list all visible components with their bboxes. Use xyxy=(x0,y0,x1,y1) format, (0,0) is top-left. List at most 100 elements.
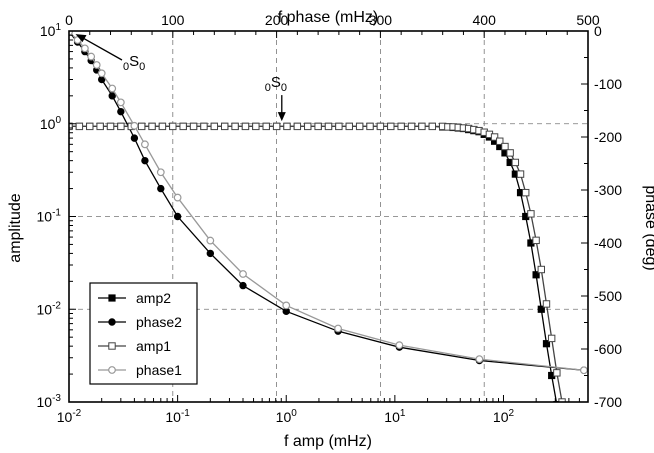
series-phase1 xyxy=(69,31,588,375)
marker-amp1 xyxy=(96,122,104,131)
x-tick-label: 102 xyxy=(493,408,515,425)
marker-amp1 xyxy=(210,122,219,131)
marker-amp1 xyxy=(200,122,208,131)
y-tick-label: 10-3 xyxy=(37,393,62,410)
legend-item-phase2: phase2 xyxy=(98,314,182,330)
marker-amp1 xyxy=(272,122,281,131)
top-x-axis-label: f phase (mHz) xyxy=(278,9,378,26)
marker-amp2 xyxy=(108,294,116,302)
marker-amp1 xyxy=(252,122,260,131)
marker-amp2 xyxy=(537,305,545,313)
right-y-tick-label: -400 xyxy=(594,235,622,251)
marker-amp1 xyxy=(283,122,291,131)
marker-amp1 xyxy=(537,265,545,274)
marker-phase1 xyxy=(334,324,342,333)
right-y-tick-label: -100 xyxy=(594,76,622,92)
marker-phase1 xyxy=(173,193,182,202)
marker-amp1 xyxy=(169,122,177,131)
legend-item-amp1: amp1 xyxy=(98,338,171,354)
marker-amp1 xyxy=(345,122,353,131)
y-tick-label: 10-2 xyxy=(37,300,62,317)
marker-amp1 xyxy=(516,170,525,178)
marker-amp1 xyxy=(501,142,509,151)
marker-amp2 xyxy=(532,271,540,279)
marker-phase1 xyxy=(141,140,149,149)
marker-amp1 xyxy=(179,122,187,131)
marker-amp1 xyxy=(490,133,499,141)
marker-amp1 xyxy=(108,342,116,350)
legend-item-phase1: phase1 xyxy=(98,362,182,378)
marker-phase1 xyxy=(475,355,484,364)
legend-label: amp2 xyxy=(136,290,171,306)
marker-amp1 xyxy=(158,122,167,131)
marker-amp1 xyxy=(314,122,322,131)
top-x-tick-label: 300 xyxy=(369,12,393,28)
annotation-arrow-head xyxy=(277,112,286,122)
marker-phase1 xyxy=(80,44,89,53)
legend-item-amp2: amp2 xyxy=(98,290,171,306)
marker-amp1 xyxy=(106,122,115,131)
annotation-label: 0S0 xyxy=(265,74,287,94)
marker-phase1 xyxy=(206,236,215,245)
marker-amp1 xyxy=(511,158,520,167)
marker-phase1 xyxy=(130,121,139,130)
right-y-axis-label: phase (deg) xyxy=(642,185,654,270)
marker-phase2 xyxy=(141,156,149,165)
marker-amp1 xyxy=(262,122,270,131)
marker-amp1 xyxy=(366,122,374,131)
marker-phase1 xyxy=(579,366,588,375)
top-x-tick-label: 500 xyxy=(576,12,600,28)
legend: amp2 phase2 amp1 phase1 xyxy=(89,282,198,385)
marker-amp1 xyxy=(397,122,405,131)
marker-amp1 xyxy=(148,122,156,131)
annotation-arrow-head xyxy=(75,34,87,43)
x-tick-label: 10-2 xyxy=(57,408,82,425)
marker-amp1 xyxy=(407,122,416,131)
y-tick-label: 101 xyxy=(40,22,62,39)
right-y-tick-label: 0 xyxy=(594,23,602,39)
marker-phase1 xyxy=(92,61,101,69)
marker-amp1 xyxy=(355,122,364,131)
legend-label: phase2 xyxy=(136,314,182,330)
marker-phase1 xyxy=(239,270,247,278)
marker-amp1 xyxy=(496,137,504,145)
marker-amp1 xyxy=(75,122,84,131)
marker-amp1 xyxy=(324,122,333,131)
series-layer xyxy=(69,31,588,402)
marker-phase1 xyxy=(69,31,73,36)
marker-amp1 xyxy=(189,122,198,131)
marker-amp2 xyxy=(542,340,551,348)
marker-phase2 xyxy=(130,134,139,142)
marker-phase2 xyxy=(108,318,116,326)
legend-label: amp1 xyxy=(136,338,171,354)
marker-amp1 xyxy=(553,369,561,377)
x-tick-label: 100 xyxy=(276,408,298,425)
right-y-tick-label: -600 xyxy=(594,341,622,357)
x-tick-label: 101 xyxy=(384,408,406,425)
y-axis-label: amplitude xyxy=(7,193,24,262)
y-tick-label: 100 xyxy=(40,115,62,132)
marker-amp1 xyxy=(522,188,530,197)
marker-amp1 xyxy=(117,122,125,131)
top-x-tick-label: 400 xyxy=(473,12,497,28)
marker-phase2 xyxy=(117,107,125,116)
marker-phase2 xyxy=(239,281,247,290)
marker-amp1 xyxy=(221,122,229,131)
marker-amp1 xyxy=(304,122,312,131)
marker-amp1 xyxy=(387,122,395,131)
marker-phase1 xyxy=(108,366,116,374)
right-y-tick-label: -700 xyxy=(594,394,622,410)
right-y-tick-label: -200 xyxy=(594,129,622,145)
marker-phase1 xyxy=(97,69,106,78)
marker-amp1 xyxy=(428,122,437,131)
marker-amp1 xyxy=(542,300,551,308)
right-y-tick-label: -300 xyxy=(594,182,622,198)
top-x-tick-label: 0 xyxy=(65,12,73,28)
marker-amp1 xyxy=(547,334,556,343)
marker-phase2 xyxy=(157,184,165,193)
top-x-tick-label: 200 xyxy=(265,12,289,28)
marker-phase2 xyxy=(206,249,215,258)
series-amp1 xyxy=(69,122,566,402)
marker-amp1 xyxy=(335,122,343,131)
